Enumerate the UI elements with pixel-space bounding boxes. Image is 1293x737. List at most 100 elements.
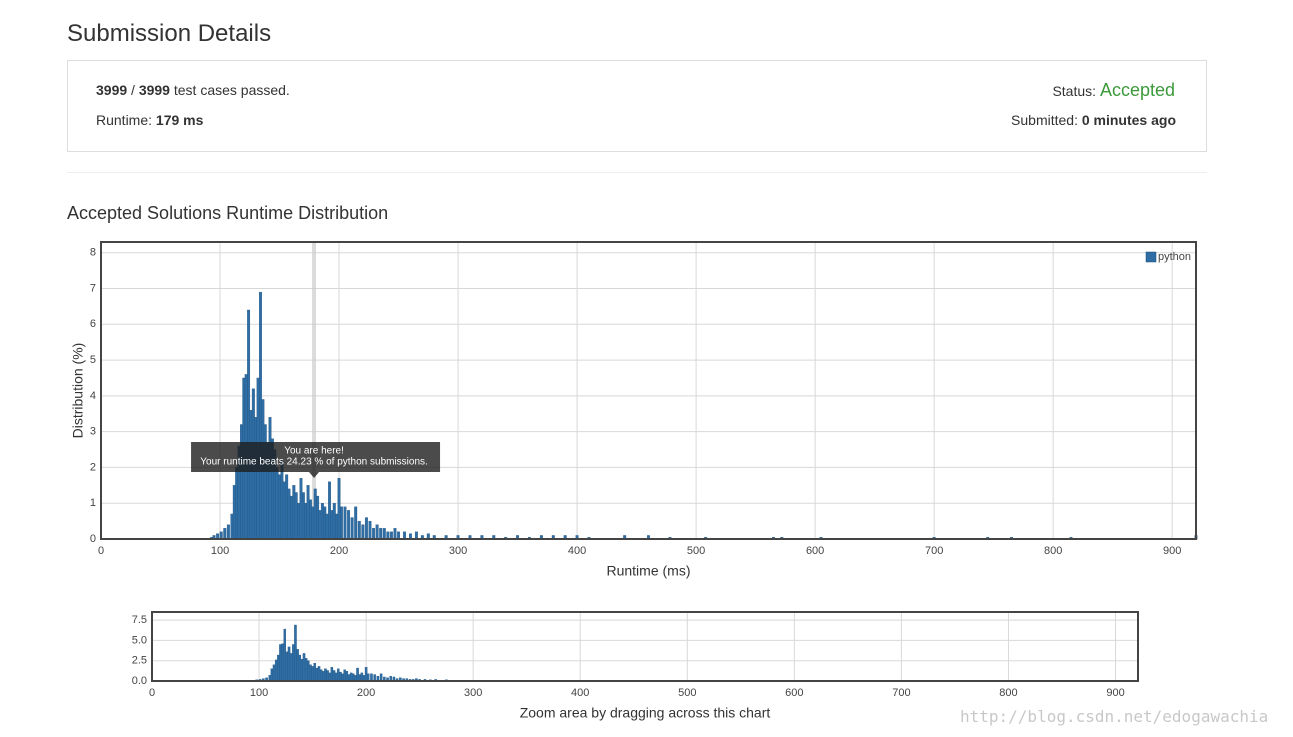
status: Status: Accepted — [1052, 80, 1175, 101]
y-tick-label: 0.0 — [132, 675, 147, 687]
bar — [301, 492, 305, 540]
bar — [339, 671, 342, 682]
bar — [345, 671, 349, 682]
plot-frame — [151, 611, 1139, 682]
separator: / — [131, 82, 135, 98]
x-tick-label: 0 — [149, 687, 155, 699]
x-tick-label: 200 — [357, 687, 375, 699]
bar — [270, 668, 274, 682]
bar — [364, 667, 368, 682]
bar — [247, 309, 251, 540]
bar — [379, 673, 383, 682]
bar — [294, 492, 298, 540]
x-tick-label: 900 — [1163, 545, 1181, 557]
bar — [389, 531, 393, 540]
page-title: Submission Details — [67, 20, 272, 47]
y-tick-label: 5 — [90, 354, 96, 366]
x-tick-label: 500 — [678, 687, 696, 699]
bar — [334, 672, 338, 682]
bar — [282, 481, 286, 540]
bar — [232, 485, 236, 540]
test-cases: 3999 / 3999 test cases passed. — [96, 82, 290, 98]
tooltip-bg — [191, 442, 441, 472]
x-tick-label: 600 — [806, 545, 824, 557]
y-tick-label: 0 — [90, 533, 96, 545]
bar — [292, 485, 296, 540]
bar — [313, 662, 316, 682]
bar — [297, 503, 301, 540]
bar — [279, 644, 282, 682]
bar — [330, 667, 334, 682]
bar — [379, 528, 383, 540]
x-tick-label: 200 — [330, 545, 348, 557]
legend-swatch — [1145, 251, 1157, 263]
runtime: Runtime: 179 ms — [96, 112, 203, 128]
bar — [414, 531, 418, 540]
runtime-label: Runtime: — [96, 112, 153, 128]
bar — [304, 503, 308, 540]
bar — [372, 528, 376, 540]
x-tick-label: 600 — [785, 687, 803, 699]
summary-box — [67, 60, 1207, 152]
bar — [315, 667, 319, 682]
y-axis-label: Distribution (%) — [70, 343, 86, 439]
bar — [259, 291, 262, 540]
bar — [323, 506, 327, 540]
bar — [296, 649, 299, 682]
bar — [337, 668, 340, 682]
submitted-label: Submitted: — [1011, 112, 1078, 128]
bar — [316, 495, 320, 540]
bar — [347, 510, 351, 540]
y-tick-label: 7.5 — [132, 614, 147, 626]
bar — [322, 671, 325, 682]
bar — [324, 668, 327, 682]
bar — [306, 485, 310, 540]
bar — [337, 478, 341, 540]
bar — [343, 669, 346, 682]
bar — [292, 644, 295, 682]
bar — [354, 506, 358, 540]
bar — [367, 673, 370, 682]
bar — [350, 517, 354, 540]
submitted: Submitted: 0 minutes ago — [1011, 112, 1176, 128]
submitted-value: 0 minutes ago — [1081, 112, 1176, 128]
bar — [364, 517, 368, 540]
bar — [403, 531, 406, 540]
bar — [328, 672, 331, 682]
bar — [356, 667, 359, 682]
bar — [274, 659, 278, 682]
bar — [277, 654, 280, 682]
bar — [339, 506, 343, 540]
bar — [309, 664, 312, 682]
x-tick-label: 0 — [98, 545, 104, 557]
bar — [343, 506, 347, 540]
bar — [357, 520, 361, 540]
x-tick-label: 800 — [1044, 545, 1062, 557]
x-tick-label: 400 — [571, 687, 589, 699]
bar — [330, 510, 334, 540]
x-tick-label: 800 — [999, 687, 1017, 699]
status-value[interactable]: Accepted — [1099, 80, 1175, 100]
bar — [281, 643, 284, 682]
bar — [332, 503, 336, 540]
bar — [235, 467, 239, 540]
bar — [289, 653, 293, 682]
bar — [272, 664, 276, 682]
bar — [249, 410, 253, 540]
bar — [386, 531, 390, 540]
y-tick-label: 6 — [90, 318, 96, 330]
bar — [219, 531, 223, 540]
plot-frame — [100, 241, 1197, 540]
bar — [226, 524, 230, 540]
x-tick-label: 700 — [925, 545, 943, 557]
y-tick-label: 7 — [90, 282, 96, 294]
bar — [309, 499, 312, 540]
bar — [341, 673, 344, 682]
bar — [360, 672, 364, 682]
y-tick-label: 2 — [90, 461, 96, 473]
status-label: Status: — [1052, 83, 1097, 99]
bar — [328, 481, 331, 540]
passed-count: 3999 — [96, 82, 128, 98]
divider — [67, 172, 1207, 173]
